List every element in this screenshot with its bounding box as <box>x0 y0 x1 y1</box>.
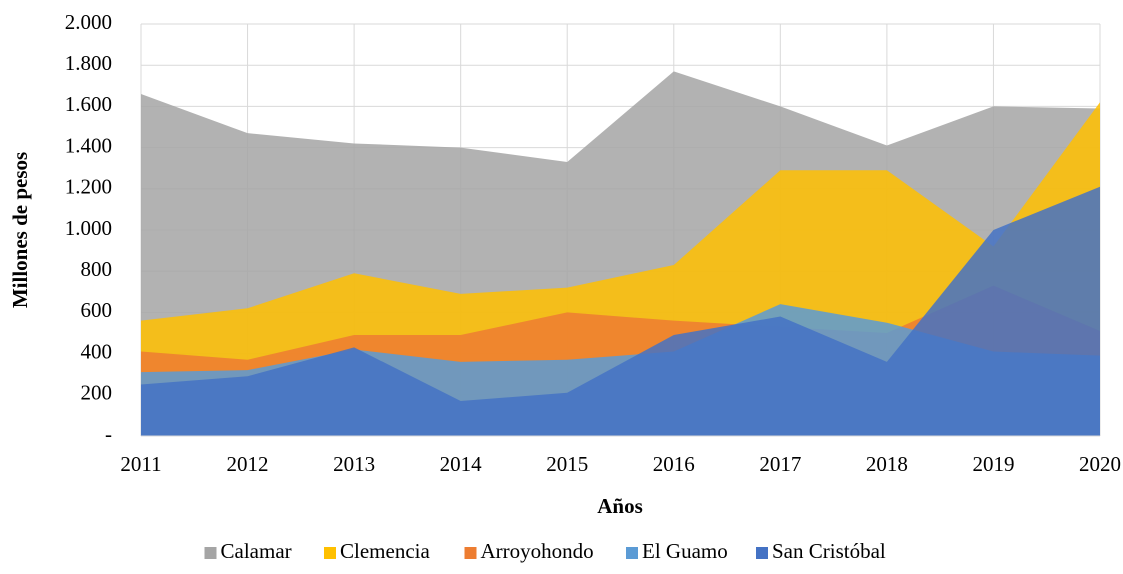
y-tick-label: 600 <box>81 298 113 322</box>
y-tick-label: 1.800 <box>65 51 112 75</box>
y-axis-title: Millones de pesos <box>8 152 32 308</box>
x-tick-label: 2020 <box>1079 452 1121 476</box>
area <box>141 186 1100 436</box>
y-tick-label: 1.400 <box>65 133 112 157</box>
legend-label: Arroyohondo <box>481 539 594 563</box>
y-tick-label: - <box>105 422 112 446</box>
legend: Calamar Clemencia Arroyohondo El Guamo San C… <box>204 539 886 563</box>
legend-swatch <box>756 547 768 559</box>
legend-swatch <box>464 547 477 559</box>
x-tick-label: 2014 <box>440 452 483 476</box>
y-tick-label: 1.000 <box>65 216 112 240</box>
x-tick-label: 2011 <box>120 452 161 476</box>
legend-swatch <box>626 547 638 559</box>
x-tick-label: 2013 <box>333 452 375 476</box>
y-tick-label: 800 <box>81 257 113 281</box>
x-tick-label: 2018 <box>866 452 908 476</box>
x-tick-label: 2012 <box>227 452 269 476</box>
legend-label: El Guamo <box>642 539 728 563</box>
y-tick-label: 400 <box>81 339 113 363</box>
x-tick-label: 2017 <box>759 452 801 476</box>
legend-label: Clemencia <box>340 539 430 563</box>
legend-swatch <box>324 547 336 559</box>
y-tick-label: 1.200 <box>65 175 112 199</box>
x-tick-label: 2019 <box>972 452 1014 476</box>
y-tick-label: 2.000 <box>65 10 112 34</box>
y-tick-label: 200 <box>81 381 113 405</box>
y-tick-label: 1.600 <box>65 92 112 116</box>
legend-swatch <box>204 547 217 559</box>
legend-label: San Cristóbal <box>772 539 886 563</box>
legend-label: Calamar <box>221 539 292 563</box>
x-tick-label: 2016 <box>653 452 695 476</box>
x-tick-label: 2015 <box>546 452 588 476</box>
x-axis-title: Años <box>597 494 643 518</box>
